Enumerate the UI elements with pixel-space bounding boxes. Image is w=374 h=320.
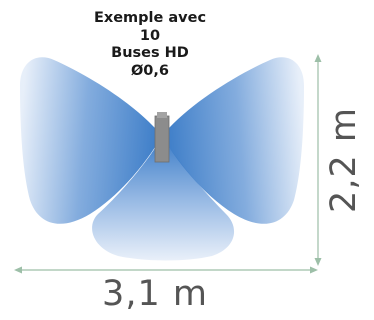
width-arrow-left — [14, 266, 22, 274]
width-arrow-right — [310, 266, 318, 274]
spray-lobe-right — [162, 57, 304, 224]
nozzle-caption: Exemple avec 10 Buses HD Ø0,6 — [70, 10, 230, 80]
height-arrow-top — [314, 54, 322, 62]
caption-line-1: Exemple avec — [93, 10, 207, 26]
caption-line-4: Ø0,6 — [130, 62, 169, 79]
width-dimension-label: 3,1 m — [102, 274, 208, 314]
height-dimension-label: 2,2 m — [324, 107, 364, 213]
caption-line-3: Buses HD — [111, 45, 189, 61]
spray-lobe-left — [20, 57, 162, 224]
height-arrow-bottom — [314, 258, 322, 266]
spray-lobe-bottom — [92, 136, 235, 261]
caption-line-2: 10 — [139, 27, 161, 44]
nozzle-cap — [157, 112, 167, 118]
nozzle-body — [154, 115, 170, 163]
